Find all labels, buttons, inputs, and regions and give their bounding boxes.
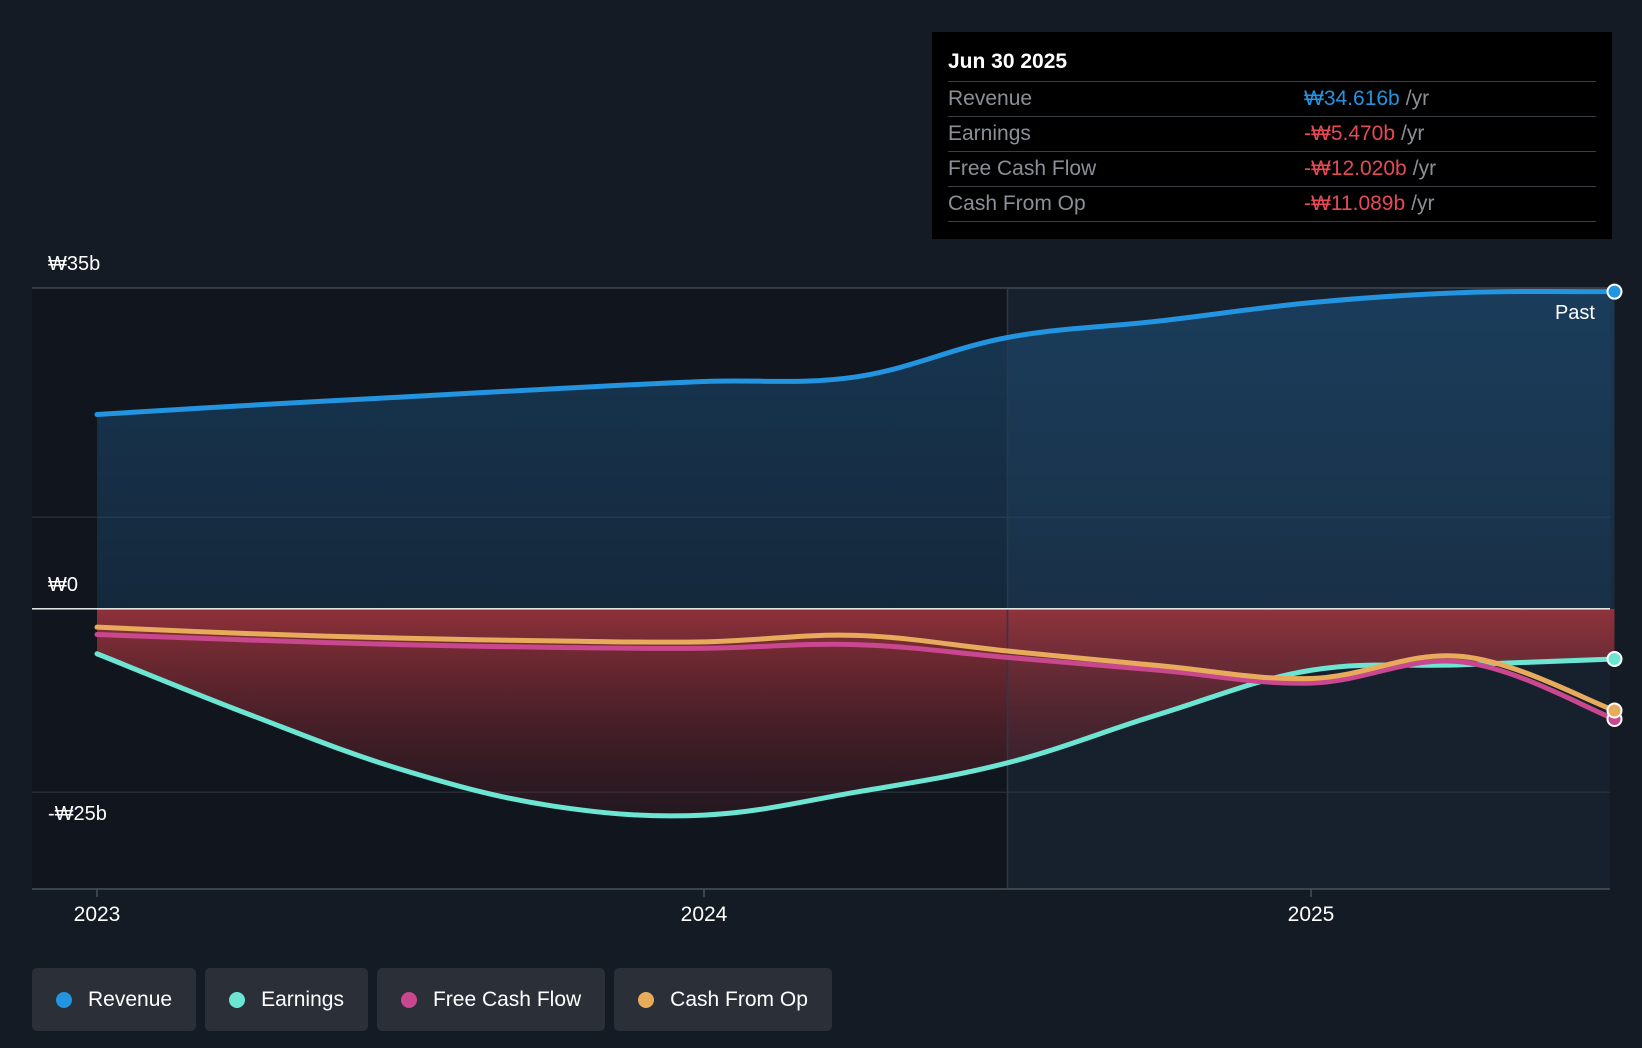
legend: Revenue Earnings Free Cash Flow Cash Fro… [32, 968, 832, 1031]
tooltip-row-unit: /yr [1405, 87, 1430, 110]
tooltip-panel: Jun 30 2025 Revenue ₩34.616b /yr Earning… [932, 32, 1612, 239]
tooltip-row-unit: /yr [1412, 157, 1437, 180]
tooltip-row-cash-from-op: Cash From Op -₩11.089b /yr [948, 187, 1596, 222]
past-label: Past [1554, 302, 1595, 324]
tooltip-row-value: -₩11.089b [1304, 192, 1406, 215]
area-fills [97, 291, 1615, 816]
earnings-line [94, 651, 1617, 819]
tooltip-row-revenue: Revenue ₩34.616b /yr [948, 82, 1596, 117]
tooltip-row-label: Revenue [948, 87, 1033, 110]
tooltip-row-value: -₩12.020b [1304, 157, 1407, 180]
tooltip-row-label: Earnings [948, 122, 1031, 145]
legend-dot-icon [638, 991, 655, 1008]
legend-dot-icon [400, 991, 417, 1008]
legend-label: Free Cash Flow [432, 987, 582, 1011]
tooltip-row-free-cash-flow: Free Cash Flow -₩12.020b /yr [948, 152, 1596, 187]
legend-item-revenue[interactable]: Revenue [32, 968, 197, 1031]
tooltip-row-label: Cash From Op [948, 192, 1086, 215]
tooltip-row-value: -₩5.470b [1304, 122, 1396, 145]
legend-item-free-cash-flow[interactable]: Free Cash Flow [376, 968, 606, 1031]
tooltip-row-value: ₩34.616b [1304, 87, 1400, 110]
cash-from-op-line [94, 624, 1617, 713]
x-tick-label: 2023 [73, 903, 121, 926]
y-tick-label: ₩35b [48, 253, 101, 275]
x-axis-ticks [96, 889, 1312, 897]
legend-label: Cash From Op [670, 987, 808, 1011]
earnings-end-marker [1606, 650, 1623, 667]
tooltip-row-earnings: Earnings -₩5.470b /yr [948, 117, 1596, 152]
legend-dot-icon [229, 991, 246, 1008]
legend-label: Revenue [88, 987, 173, 1011]
legend-label: Earnings [261, 987, 344, 1011]
x-tick-label: 2024 [680, 903, 728, 926]
tooltip-date: Jun 30 2025 [948, 49, 1596, 82]
y-tick-label: -₩25b [48, 803, 107, 825]
revenue-end-marker [1606, 283, 1623, 300]
end-markers [1606, 283, 1623, 728]
tooltip-row-label: Free Cash Flow [948, 157, 1097, 180]
legend-item-cash-from-op[interactable]: Cash From Op [614, 968, 832, 1031]
cash-from-op-end-marker [1606, 702, 1623, 719]
legend-item-earnings[interactable]: Earnings [205, 968, 368, 1031]
x-tick-label: 2025 [1287, 903, 1335, 926]
tooltip-row-unit: /yr [1411, 192, 1435, 215]
revenue-area [97, 291, 1615, 609]
earnings-area [97, 608, 1615, 816]
series-lines [94, 288, 1617, 819]
tooltip-row-unit: /yr [1401, 122, 1425, 145]
y-tick-label: ₩0 [48, 573, 78, 596]
revenue-line [94, 288, 1617, 417]
legend-dot-icon [56, 991, 72, 1008]
free-cash-flow-line [94, 632, 1617, 722]
